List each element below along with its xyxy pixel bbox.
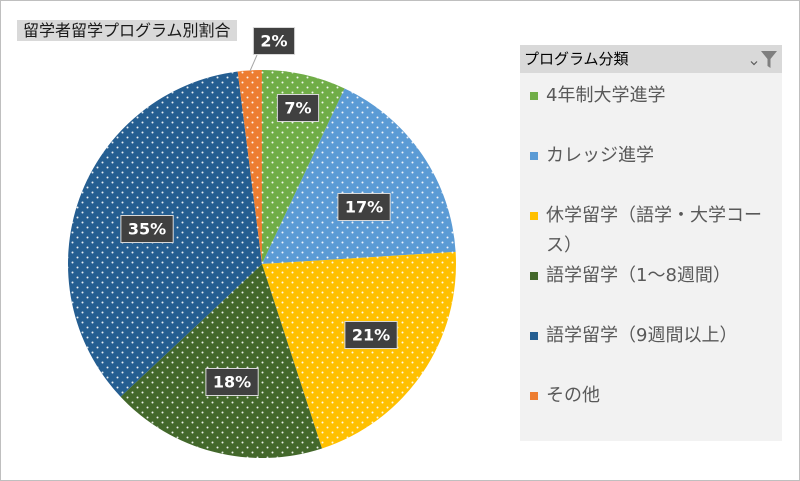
data-label-text: 2% bbox=[260, 32, 287, 51]
legend-swatch bbox=[530, 152, 538, 160]
legend-item-university[interactable]: 4年制大学進学 bbox=[520, 81, 782, 141]
data-labels: 7% 17% 21% 18% 35% 2% bbox=[120, 27, 398, 396]
filter-icon[interactable] bbox=[760, 50, 778, 69]
legend-swatch bbox=[530, 212, 538, 220]
data-label-box bbox=[252, 27, 296, 55]
legend-label: 語学留学（1～8週間） bbox=[546, 265, 731, 286]
data-label-text: 21% bbox=[352, 326, 390, 345]
data-label-text: 35% bbox=[128, 220, 166, 239]
data-label-box bbox=[205, 368, 259, 396]
legend-label: 語学留学（9週間以上） bbox=[546, 325, 738, 346]
legend-item-college[interactable]: カレッジ進学 bbox=[520, 141, 782, 201]
data-label-language-short: 18% bbox=[205, 368, 259, 396]
legend-field-header[interactable]: プログラム分類 bbox=[520, 45, 782, 73]
data-label-box bbox=[120, 215, 174, 243]
legend-items: 4年制大学進学 カレッジ進学 休学留学（語学・大学コース） 語学留学（1～8週間… bbox=[520, 81, 782, 441]
legend-label: 4年制大学進学 bbox=[546, 85, 666, 106]
legend-swatch bbox=[530, 392, 538, 400]
legend: プログラム分類 4年制大学進学 カレッジ進学 休学留学（語学・大学コース） bbox=[520, 45, 782, 441]
data-label-leave-study: 21% bbox=[344, 321, 398, 349]
data-label-other: 2% bbox=[252, 27, 296, 55]
data-label-language-long: 35% bbox=[120, 215, 174, 243]
pie-slices bbox=[68, 70, 457, 458]
legend-label: カレッジ進学 bbox=[546, 145, 654, 166]
data-label-text: 17% bbox=[345, 198, 383, 217]
legend-item-language-short[interactable]: 語学留学（1～8週間） bbox=[520, 261, 782, 321]
data-label-university: 7% bbox=[276, 94, 320, 122]
legend-swatch bbox=[530, 272, 538, 280]
data-label-text: 7% bbox=[284, 99, 311, 118]
legend-label: その他 bbox=[546, 385, 600, 406]
chart-title: 留学者留学プログラム別割合 bbox=[17, 20, 237, 41]
data-label-box bbox=[276, 94, 320, 122]
legend-label: 休学留学（語学・大学コース） bbox=[546, 205, 762, 256]
legend-item-other[interactable]: その他 bbox=[520, 381, 782, 441]
legend-header-label: プログラム分類 bbox=[524, 50, 629, 68]
chevron-down-icon[interactable] bbox=[750, 60, 758, 66]
legend-swatch bbox=[530, 332, 538, 340]
data-label-college: 17% bbox=[337, 193, 391, 221]
data-label-box bbox=[344, 321, 398, 349]
legend-item-language-long[interactable]: 語学留学（9週間以上） bbox=[520, 321, 782, 381]
data-label-text: 18% bbox=[213, 373, 251, 392]
data-label-box bbox=[337, 193, 391, 221]
legend-swatch bbox=[530, 92, 538, 100]
legend-item-leave-study[interactable]: 休学留学（語学・大学コース） bbox=[520, 201, 782, 261]
leader-line bbox=[249, 54, 258, 72]
